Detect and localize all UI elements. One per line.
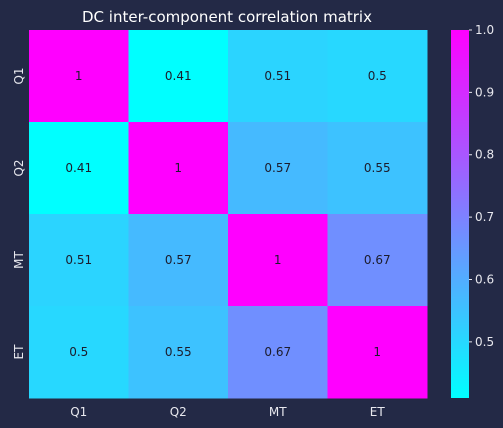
heatmap-cell-q2-q2 [128,122,229,215]
heatmap-cell-et-mt [228,306,328,399]
cell-value-label: 1 [174,161,182,175]
heatmap-cell-mt-q1 [29,214,129,307]
x-tick-label: MT [269,405,287,419]
cell-value-label: 1 [75,69,83,83]
colorbar-tick-label: 1.0 [475,23,494,37]
cell-value-label: 0.67 [264,345,291,359]
heatmap-cell-et-q1 [29,306,129,399]
cell-value-label: 0.51 [264,69,291,83]
x-tick-label: Q2 [170,405,187,419]
colorbar-tick-label: 0.9 [475,85,494,99]
cell-value-label: 0.41 [165,69,192,83]
y-tick-label: MT [12,250,26,268]
chart-title: DC inter-component correlation matrix [82,8,372,26]
y-axis-ticks: Q1 Q2 MT ET [12,67,26,359]
heatmap-cell-q2-mt [228,122,328,215]
x-tick-label: Q1 [70,405,87,419]
colorbar-tick-label: 0.7 [475,210,494,224]
x-tick-label: ET [370,405,386,419]
heatmap-cell-q1-et [327,30,428,123]
cell-value-label: 0.41 [65,161,92,175]
colorbar: 0.5 0.6 0.7 0.8 0.9 1.0 [451,23,494,398]
cell-value-label: 0.67 [364,253,391,267]
cell-value-label: 0.55 [165,345,192,359]
heatmap-cell-q1-q1 [29,30,129,123]
y-tick-label: ET [12,344,26,360]
y-tick-label: Q1 [12,67,26,84]
heatmap-cell-et-et [327,306,428,399]
y-tick-label: Q2 [12,159,26,176]
cell-value-label: 0.51 [65,253,92,267]
cell-value-label: 0.57 [165,253,192,267]
colorbar-tick-label: 0.8 [475,148,494,162]
cell-value-label: 0.5 [69,345,88,359]
x-axis-ticks: Q1 Q2 MT ET [70,405,385,419]
heatmap-cell-q1-q2 [128,30,229,123]
cell-value-label: 0.5 [368,69,387,83]
cell-value-label: 1 [373,345,381,359]
cell-value-label: 0.55 [364,161,391,175]
heatmap-cell-mt-q2 [128,214,229,307]
heatmap-cell-q1-mt [228,30,328,123]
heatmap-cell-q2-q1 [29,122,129,215]
heatmap-cells: 1 0.41 0.51 0.50.41 1 0.57 0.550.51 0.57 1 0.670.… [29,30,428,399]
cell-value-label: 0.57 [264,161,291,175]
heatmap-cell-q2-et [327,122,428,215]
colorbar-gradient [451,30,469,398]
heatmap-cell-mt-et [327,214,428,307]
heatmap-cell-mt-mt [228,214,328,307]
cell-value-label: 1 [274,253,282,267]
colorbar-tick-label: 0.6 [475,272,494,286]
heatmap-cell-et-q2 [128,306,229,399]
colorbar-tick-label: 0.5 [475,335,494,349]
